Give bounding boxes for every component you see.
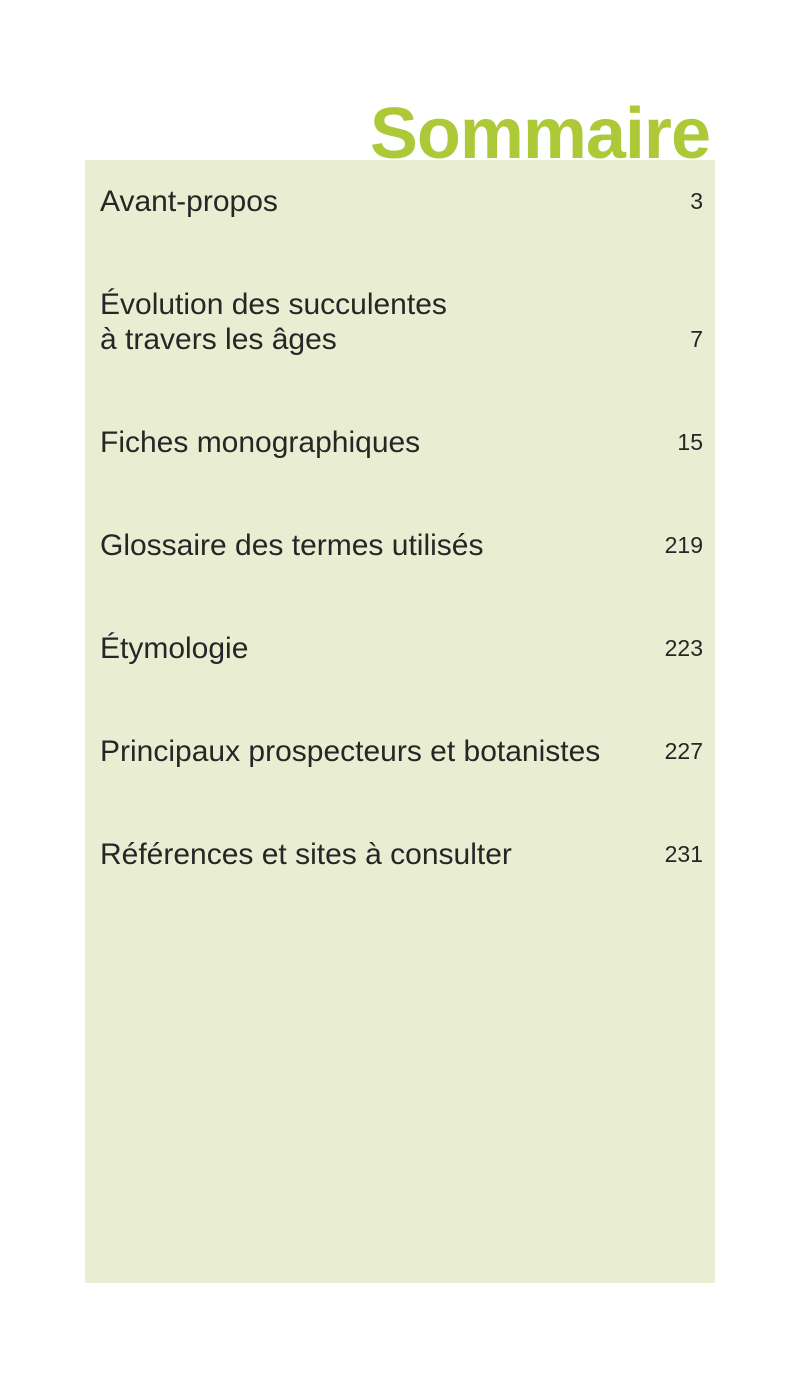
toc-entry-page-number: 15 [677, 429, 703, 455]
toc-entry: Principaux prospecteurs et botanistes 22… [100, 734, 703, 769]
toc-entry-label: Principaux prospecteurs et botanistes [100, 735, 601, 768]
toc-entry: Avant-propos 3 [100, 184, 703, 219]
toc-entry-label: Étymologie [100, 632, 249, 665]
toc-entry-label: Évolution des succulentes à travers les … [100, 288, 447, 356]
toc-box: Avant-propos 3 Évolution des succulentes… [85, 160, 715, 1283]
toc-entry-label: Références et sites à consulter [100, 838, 512, 871]
toc-entry-page-number: 3 [690, 188, 703, 214]
toc-entry-page-number: 227 [664, 738, 703, 764]
toc-entry: Références et sites à consulter 231 [100, 837, 703, 872]
toc-entry-label: Avant-propos [100, 185, 278, 218]
page-title: Sommaire [369, 94, 711, 174]
toc-entry: Étymologie 223 [100, 631, 703, 666]
toc-entry-page-number: 219 [664, 532, 703, 558]
toc-entry: Glossaire des termes utilisés 219 [100, 528, 703, 563]
toc-list: Avant-propos 3 Évolution des succulentes… [100, 184, 703, 872]
toc-entry-label: Fiches monographiques [100, 426, 421, 459]
toc-entry: Évolution des succulentes à travers les … [100, 287, 703, 357]
toc-entry-page-number: 231 [664, 841, 703, 867]
toc-entry-label: Glossaire des termes utilisés [100, 529, 484, 562]
toc-entry-page-number: 7 [690, 326, 703, 352]
toc-entry: Fiches monographiques 15 [100, 425, 703, 460]
toc-entry-page-number: 223 [664, 635, 703, 661]
